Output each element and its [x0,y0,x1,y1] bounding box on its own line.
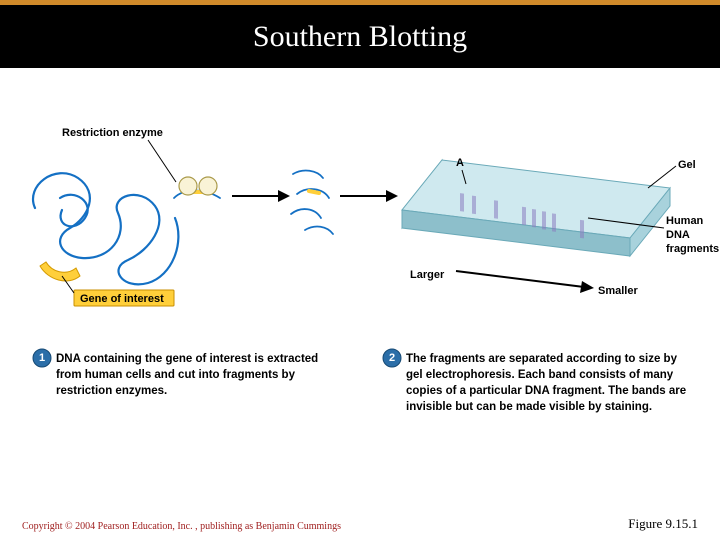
restriction-enzyme-cutting [174,177,220,198]
gene-of-interest-label-group: Gene of interest [62,276,174,306]
restriction-enzyme-leader [148,140,176,182]
gel-label: Gel [678,159,696,171]
gene-of-interest-label: Gene of interest [80,293,164,305]
gene-of-interest-segment [40,262,80,281]
title-bar: Southern Blotting [0,0,720,68]
restriction-enzyme-label-group: Restriction enzyme [62,127,176,182]
dna-strand-icon [33,173,178,284]
lane-a-label: A [456,157,464,169]
step-1-line1: DNA containing the gene of interest is e… [56,353,318,365]
arrow-to-fragments [232,190,290,202]
size-axis: Larger Smaller [410,269,638,297]
figure-number: Figure 9.15.1 [628,516,698,532]
gel-electrophoresis-panel: A Gel Human [402,157,719,297]
restriction-enzyme-icon-2 [199,177,217,195]
step-2-line3: copies of a particular DNA fragment. The… [406,385,686,397]
slide-title: Southern Blotting [253,22,467,52]
step-2-line4: invisible but can be made visible by sta… [406,401,652,413]
restriction-enzyme-icon [179,177,197,195]
larger-label: Larger [410,269,445,281]
step-2-caption: 2 The fragments are separated according … [383,349,686,413]
slide-root: Southern Blotting Restriction enzyme Gen… [0,0,720,540]
step-2-line1: The fragments are separated according to… [406,353,678,365]
southern-blot-diagram: Restriction enzyme Gene of interest [0,68,720,504]
step-2-number: 2 [389,352,395,364]
step-1-number: 1 [39,352,45,364]
dna-fragments-pile [291,171,333,234]
copyright-text: Copyright © 2004 Pearson Education, Inc.… [22,521,341,532]
smaller-label: Smaller [598,285,638,297]
dna-fragments-label-l1: Human [666,215,704,227]
arrow-to-gel [340,190,398,202]
dna-extraction-panel [33,173,178,284]
step-1-line3: restriction enzymes. [56,385,167,397]
restriction-enzyme-label: Restriction enzyme [62,127,163,139]
gel-leader [648,166,676,188]
step-2-line2: gel electrophoresis. Each band consists … [406,369,674,381]
dna-fragments-label-l2: DNA [666,229,690,241]
dna-strand-inner-icon [60,195,88,227]
footer: Copyright © 2004 Pearson Education, Inc.… [0,516,720,532]
step-1-line2: from human cells and cut into fragments … [56,369,296,381]
dna-fragments-label-l3: fragments [666,243,719,255]
diagram-area: Restriction enzyme Gene of interest [0,68,720,504]
step-1-caption: 1 DNA containing the gene of interest is… [33,349,318,397]
